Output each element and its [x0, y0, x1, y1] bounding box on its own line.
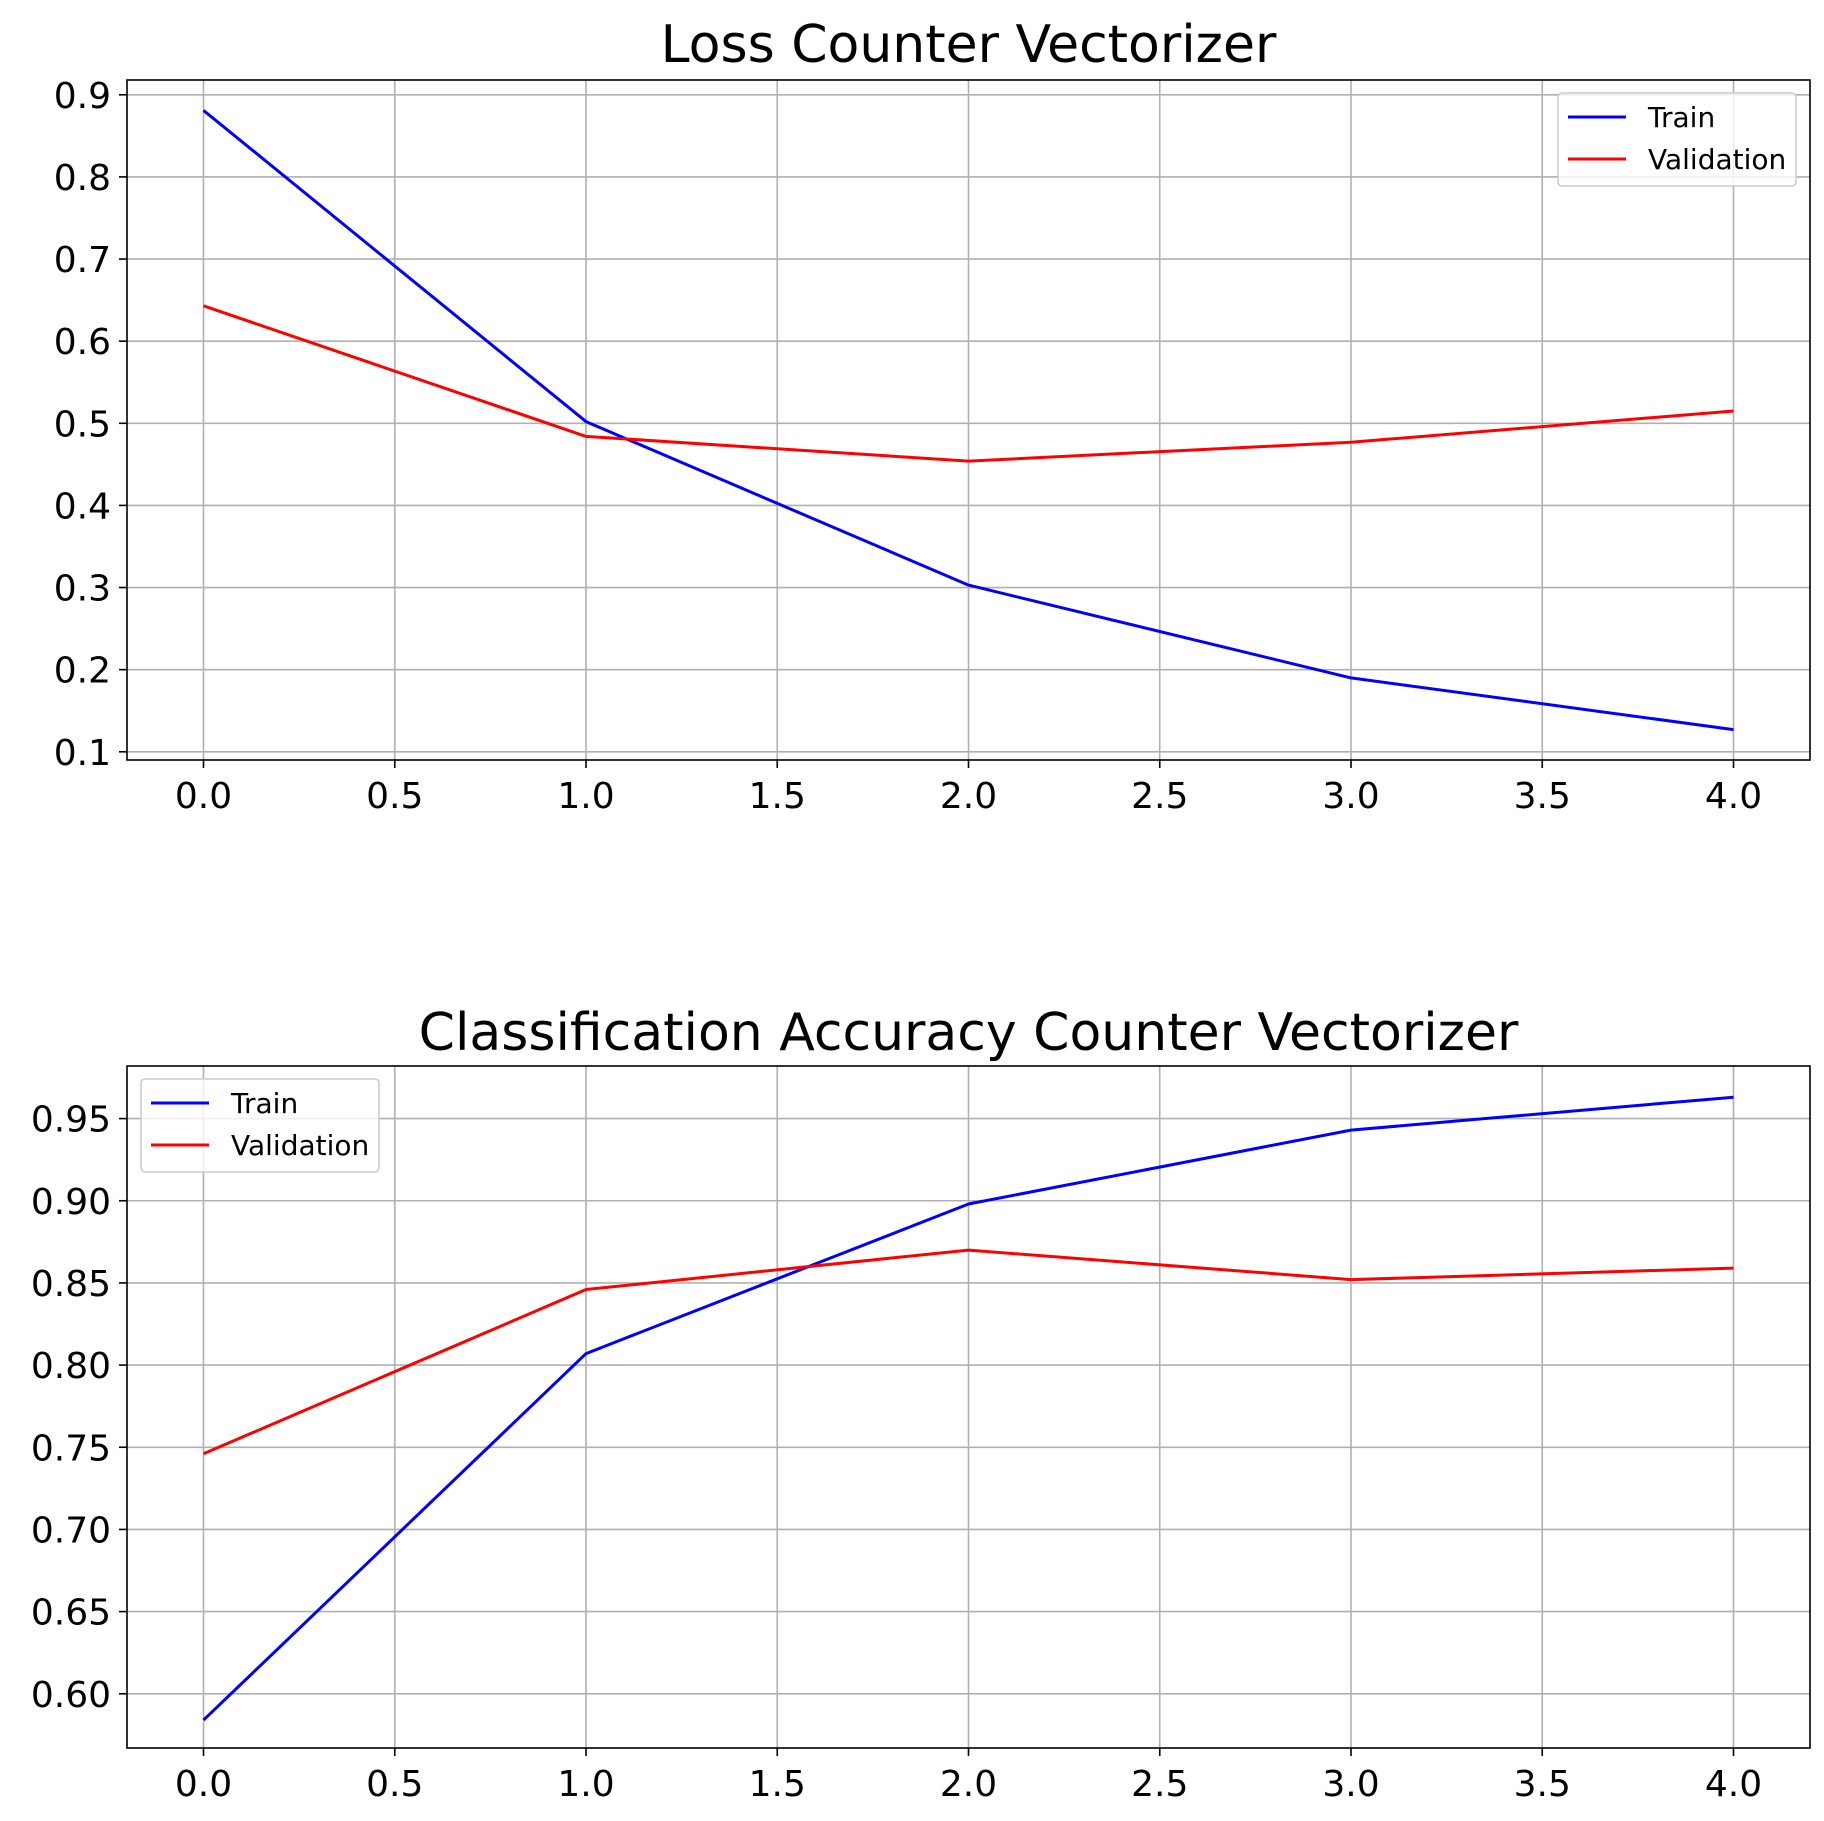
loss-y-tick-label: 0.1: [54, 733, 111, 774]
accuracy-y-tick-label: 0.65: [31, 1593, 111, 1634]
accuracy-y-tick-label: 0.85: [31, 1264, 111, 1305]
accuracy-legend-label-train: Train: [230, 1087, 298, 1120]
accuracy-y-tick-label: 0.95: [31, 1100, 111, 1141]
loss-y-tick-label: 0.7: [54, 240, 111, 281]
accuracy-x-tick-label: 1.5: [749, 1764, 806, 1805]
accuracy-x-tick-label: 3.0: [1322, 1764, 1379, 1805]
accuracy-y-tick-label: 0.70: [31, 1510, 111, 1551]
loss-x-tick-label: 0.5: [366, 776, 423, 817]
loss-x-tick-label: 1.0: [557, 776, 614, 817]
accuracy-x-tick-label: 2.0: [940, 1764, 997, 1805]
accuracy-chart-title: Classification Accuracy Counter Vectoriz…: [419, 1003, 1519, 1063]
accuracy-axes-frame: [126, 1065, 1811, 1749]
accuracy-y-tick-label: 0.75: [31, 1428, 111, 1469]
loss-y-tick-label: 0.9: [54, 76, 111, 117]
loss-chart: Loss Counter Vectorizer 0.0 0.5 1.0 1.5 2.0 2…: [54, 15, 1811, 817]
accuracy-x-tick-label: 2.5: [1131, 1764, 1188, 1805]
loss-x-tick-label: 4.0: [1705, 776, 1762, 817]
loss-y-tick-label: 0.2: [54, 651, 111, 692]
loss-series-train-line: [202, 109, 1734, 732]
accuracy-y-tick-label: 0.90: [31, 1182, 111, 1223]
loss-legend: Train Validation: [1557, 92, 1797, 187]
accuracy-chart: Classification Accuracy Counter Vectoriz…: [31, 1003, 1811, 1805]
accuracy-legend-label-validation: Validation: [231, 1129, 369, 1162]
accuracy-series-train-line: [202, 1095, 1734, 1722]
loss-x-tick-label: 3.5: [1514, 776, 1571, 817]
loss-x-tick-label: 3.0: [1322, 776, 1379, 817]
loss-y-tick-label: 0.3: [54, 569, 111, 610]
accuracy-x-tick-label: 0.0: [175, 1764, 232, 1805]
accuracy-x-tick-label: 3.5: [1514, 1764, 1571, 1805]
loss-y-tick-label: 0.5: [54, 404, 111, 445]
loss-x-tick-label: 1.5: [749, 776, 806, 817]
loss-chart-title: Loss Counter Vectorizer: [661, 15, 1277, 75]
loss-x-tick-label: 2.0: [940, 776, 997, 817]
accuracy-y-tick-label: 0.60: [31, 1675, 111, 1716]
loss-y-tick-label: 0.6: [54, 322, 111, 363]
loss-legend-label-validation: Validation: [1648, 143, 1786, 176]
loss-x-tick-label: 2.5: [1131, 776, 1188, 817]
accuracy-legend: Train Validation: [140, 1078, 380, 1173]
accuracy-x-tick-label: 4.0: [1705, 1764, 1762, 1805]
loss-y-tick-label: 0.8: [54, 158, 111, 199]
accuracy-x-tick-label: 0.5: [366, 1764, 423, 1805]
loss-legend-label-train: Train: [1647, 101, 1715, 134]
accuracy-y-tick-label: 0.80: [31, 1346, 111, 1387]
accuracy-series-validation-line: [202, 1248, 1734, 1456]
loss-x-tick-label: 0.0: [175, 776, 232, 817]
loss-y-tick-label: 0.4: [54, 486, 111, 527]
loss-axes-frame: [126, 79, 1811, 761]
accuracy-x-tick-label: 1.0: [557, 1764, 614, 1805]
loss-series-validation-line: [203, 304, 1734, 463]
